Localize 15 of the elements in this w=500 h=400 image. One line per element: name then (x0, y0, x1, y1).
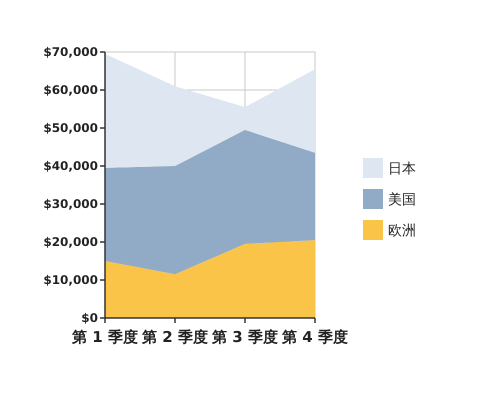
y-tick-label: $60,000 (43, 83, 98, 97)
y-tick-label: $10,000 (43, 273, 98, 287)
x-tick-label: 第 2 季度 (141, 328, 208, 346)
y-tick-label: $70,000 (43, 45, 98, 59)
y-tick-label: $40,000 (43, 159, 98, 173)
y-tick-label: $30,000 (43, 197, 98, 211)
y-tick-label: $20,000 (43, 235, 98, 249)
y-tick-label: $50,000 (43, 121, 98, 135)
legend-label: 欧洲 (388, 223, 416, 239)
x-tick-label: 第 3 季度 (211, 328, 278, 346)
y-tick-label: $0 (81, 311, 98, 325)
legend-label: 日本 (388, 161, 416, 177)
legend-label: 美国 (388, 192, 416, 208)
x-tick-label: 第 4 季度 (281, 328, 348, 346)
x-tick-label: 第 1 季度 (71, 328, 138, 346)
